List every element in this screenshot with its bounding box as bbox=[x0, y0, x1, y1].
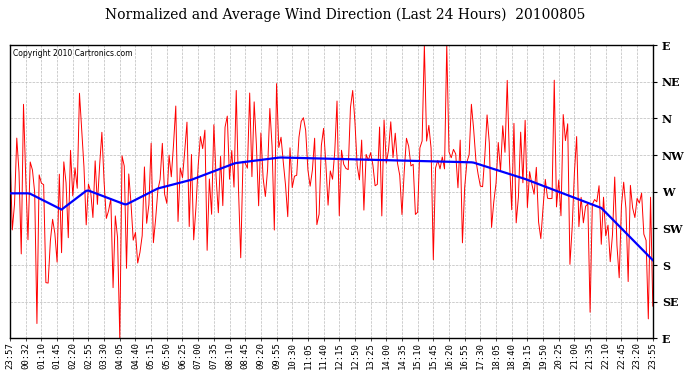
Text: Copyright 2010 Cartronics.com: Copyright 2010 Cartronics.com bbox=[13, 50, 132, 58]
Text: Normalized and Average Wind Direction (Last 24 Hours)  20100805: Normalized and Average Wind Direction (L… bbox=[105, 8, 585, 22]
